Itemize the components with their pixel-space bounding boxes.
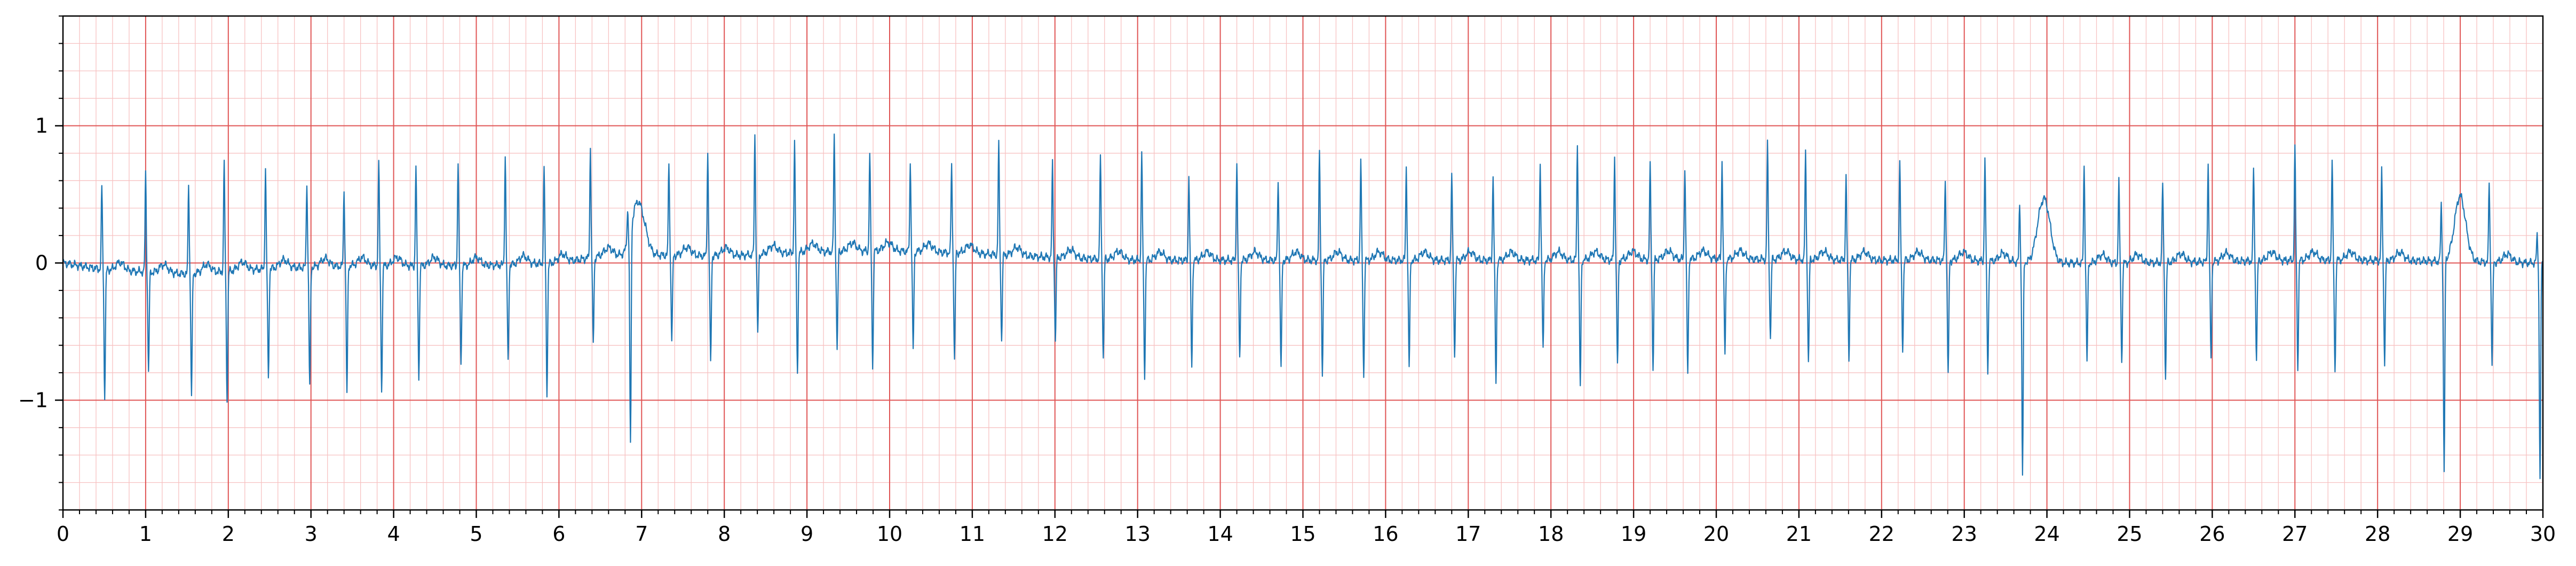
x-tick-label: 26 [2199, 522, 2225, 546]
x-tick-label: 21 [1786, 522, 1812, 546]
x-tick-label: 0 [57, 522, 69, 546]
x-tick-label: 24 [2034, 522, 2059, 546]
x-tick-label: 15 [1290, 522, 1315, 546]
x-tick-label: 9 [800, 522, 813, 546]
x-axis: 0 1 2 3 4 5 6 7 8 9 10 11 12 13 14 15 16 17 18 19 20 21 22 23 24… [57, 510, 2556, 546]
x-tick-label: 18 [1538, 522, 1564, 546]
x-tick-label: 6 [552, 522, 565, 546]
y-tick-label: −1 [18, 388, 48, 412]
x-tick-label: 23 [1952, 522, 1977, 546]
x-tick-label: 27 [2282, 522, 2308, 546]
y-tick-label: 0 [35, 251, 48, 275]
y-axis: −1 0 1 [18, 15, 63, 510]
x-tick-label: 25 [2117, 522, 2142, 546]
x-tick-label: 5 [470, 522, 482, 546]
x-tick-label: 8 [718, 522, 731, 546]
x-tick-label: 3 [305, 522, 318, 546]
x-tick-label: 12 [1042, 522, 1068, 546]
x-tick-label: 30 [2530, 522, 2556, 546]
x-tick-label: 10 [877, 522, 902, 546]
x-tick-label: 22 [1869, 522, 1895, 546]
x-tick-label: 20 [1703, 522, 1729, 546]
x-tick-label: 2 [222, 522, 235, 546]
x-tick-label: 29 [2447, 522, 2473, 546]
x-tick-label: 7 [635, 522, 648, 546]
y-tick-label: 1 [35, 114, 48, 138]
ecg-series-line [62, 133, 2544, 479]
x-tick-label: 1 [139, 522, 152, 546]
x-tick-label: 28 [2365, 522, 2390, 546]
x-tick-label: 4 [387, 522, 400, 546]
x-tick-label: 13 [1125, 522, 1151, 546]
x-tick-label: 19 [1621, 522, 1646, 546]
x-tick-label: 11 [960, 522, 985, 546]
x-tick-label: 17 [1455, 522, 1481, 546]
x-tick-label: 16 [1373, 522, 1398, 546]
x-tick-label: 14 [1207, 522, 1233, 546]
